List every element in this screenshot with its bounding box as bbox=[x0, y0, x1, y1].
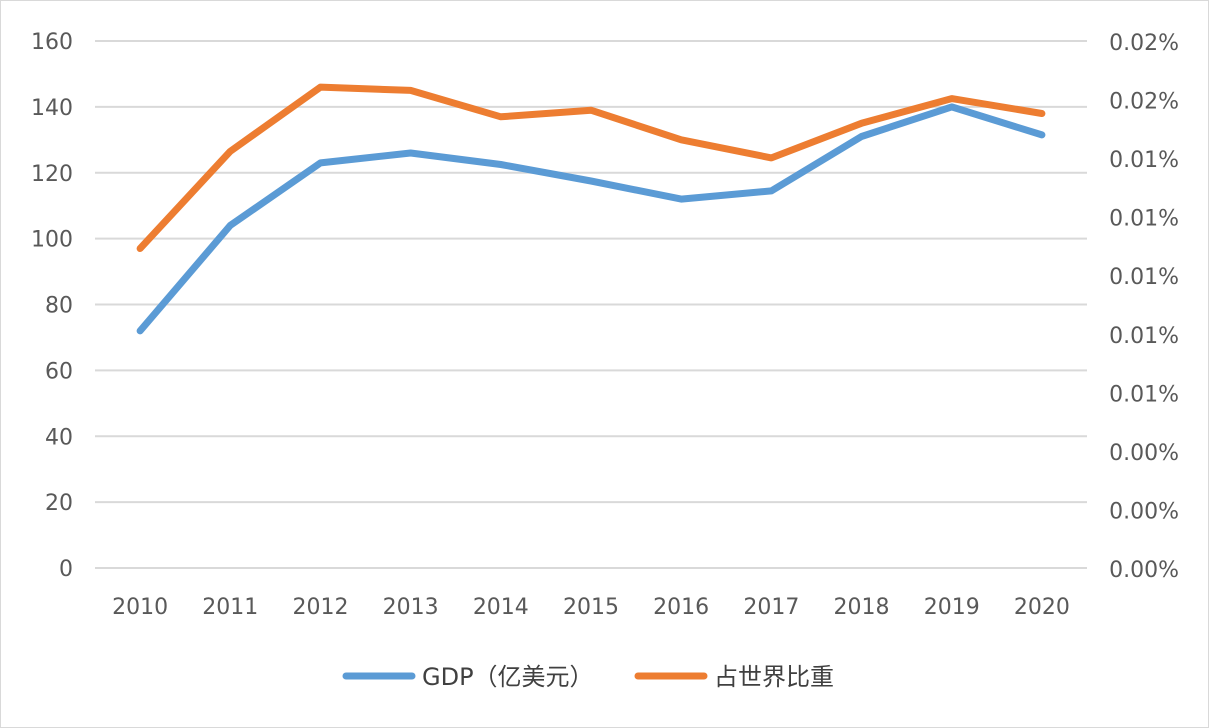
data-point bbox=[500, 116, 502, 118]
x-tick-label: 2017 bbox=[743, 595, 799, 620]
x-tick-label: 2015 bbox=[563, 595, 619, 620]
y-left-tick-label: 80 bbox=[45, 294, 73, 319]
data-point bbox=[590, 180, 592, 182]
y-right-tick-label: 0.00% bbox=[1109, 499, 1179, 524]
data-point bbox=[770, 157, 772, 159]
data-point bbox=[139, 248, 141, 250]
data-point bbox=[500, 164, 502, 166]
data-point bbox=[1041, 134, 1043, 136]
right-axis-ticks: 0.00% 0.00% 0.00% 0.01% 0.01% 0.01% 0.01% 0.01%… bbox=[1109, 31, 1179, 583]
x-tick-label: 2016 bbox=[653, 595, 709, 620]
data-point bbox=[229, 150, 231, 152]
y-right-tick-label: 0.01% bbox=[1109, 382, 1179, 407]
x-tick-label: 2010 bbox=[112, 595, 168, 620]
data-point bbox=[410, 89, 412, 91]
data-point bbox=[951, 98, 953, 100]
y-left-tick-label: 60 bbox=[45, 359, 73, 384]
y-left-tick-label: 20 bbox=[45, 491, 73, 516]
left-axis-ticks: 0 20 40 60 80 100 120 140 160 bbox=[31, 30, 73, 582]
x-tick-label: 2012 bbox=[292, 595, 348, 620]
legend-label-share: 占世界比重 bbox=[714, 663, 834, 691]
data-point bbox=[139, 330, 141, 332]
y-right-tick-label: 0.02% bbox=[1109, 31, 1179, 56]
series-line-1 bbox=[136, 83, 1046, 252]
series-line-0 bbox=[136, 103, 1046, 335]
x-tick-label: 2019 bbox=[924, 595, 980, 620]
y-left-tick-label: 100 bbox=[31, 228, 73, 253]
x-tick-label: 2014 bbox=[473, 595, 529, 620]
data-point bbox=[680, 198, 682, 200]
y-right-tick-label: 0.02% bbox=[1109, 90, 1179, 115]
y-right-tick-label: 0.01% bbox=[1109, 148, 1179, 173]
x-axis-ticks: 2010 2011 2012 2013 2014 2015 2016 2017 2018 2019… bbox=[112, 595, 1070, 620]
series-lines bbox=[136, 83, 1046, 335]
y-left-tick-label: 140 bbox=[31, 96, 73, 121]
data-point bbox=[951, 106, 953, 108]
x-tick-label: 2020 bbox=[1014, 595, 1070, 620]
x-tick-label: 2011 bbox=[202, 595, 258, 620]
data-point bbox=[861, 136, 863, 138]
legend-label-gdp: GDP（亿美元） bbox=[422, 663, 594, 691]
y-left-tick-label: 160 bbox=[31, 30, 73, 55]
data-point bbox=[770, 190, 772, 192]
data-point bbox=[1041, 112, 1043, 114]
y-left-tick-label: 120 bbox=[31, 162, 73, 187]
data-point bbox=[590, 109, 592, 111]
y-right-tick-label: 0.01% bbox=[1109, 265, 1179, 290]
legend: GDP（亿美元） 占世界比重 bbox=[342, 663, 834, 691]
x-tick-label: 2013 bbox=[383, 595, 439, 620]
data-point bbox=[410, 152, 412, 154]
y-right-tick-label: 0.01% bbox=[1109, 207, 1179, 232]
y-right-tick-label: 0.01% bbox=[1109, 324, 1179, 349]
y-left-tick-label: 0 bbox=[59, 557, 73, 582]
data-point bbox=[319, 86, 321, 88]
data-point bbox=[319, 162, 321, 164]
y-right-tick-label: 0.00% bbox=[1109, 441, 1179, 466]
x-tick-label: 2018 bbox=[834, 595, 890, 620]
data-point bbox=[680, 139, 682, 141]
data-point bbox=[861, 122, 863, 124]
y-left-tick-label: 40 bbox=[45, 425, 73, 450]
gridlines bbox=[95, 40, 1087, 569]
y-right-tick-label: 0.00% bbox=[1109, 558, 1179, 583]
data-point bbox=[229, 224, 231, 226]
